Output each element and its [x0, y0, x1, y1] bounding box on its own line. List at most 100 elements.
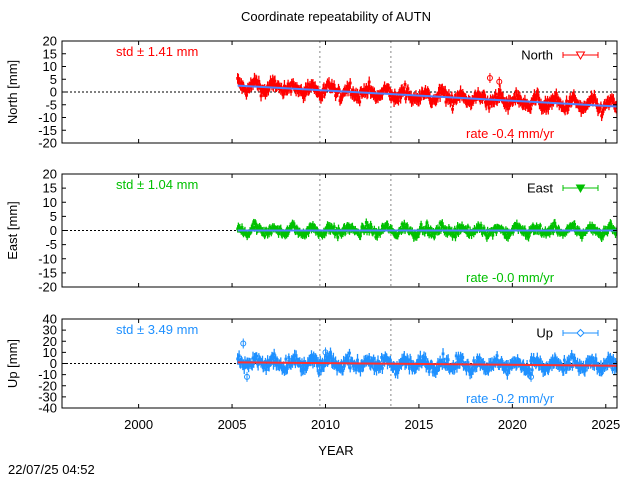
east-data-point — [453, 227, 457, 231]
up-data-point — [342, 360, 346, 364]
north-data-point — [611, 98, 615, 102]
up-data-point — [581, 367, 585, 371]
up-data-point — [239, 358, 243, 362]
up-data-point — [540, 367, 544, 370]
north-data-point — [568, 96, 572, 100]
up-y-tick-label: 10 — [43, 345, 57, 360]
east-data-point — [531, 223, 535, 227]
north-data-point — [432, 97, 435, 100]
up-data-point — [514, 359, 517, 363]
north-data-point — [589, 98, 593, 102]
east-data-point — [436, 227, 440, 231]
up-data-point — [408, 367, 411, 370]
east-data-point — [556, 230, 560, 234]
east-data-point — [429, 234, 433, 237]
north-data-point — [394, 98, 398, 102]
up-data-point — [364, 360, 368, 364]
north-data-point — [615, 110, 617, 114]
east-data-point — [340, 233, 343, 237]
east-data-point — [554, 227, 558, 231]
east-data-point — [254, 222, 258, 226]
east-data-point — [290, 225, 294, 228]
east-data-point — [575, 231, 579, 235]
east-data-point — [380, 224, 384, 228]
north-data-point — [333, 87, 337, 91]
north-data-point — [459, 93, 463, 97]
north-data-point — [253, 77, 256, 81]
north-data-point — [600, 112, 604, 116]
north-data-point — [329, 86, 333, 90]
up-data-point — [267, 363, 271, 367]
up-data-point — [592, 360, 596, 364]
up-data-point — [609, 355, 612, 359]
east-data-point — [538, 224, 542, 228]
up-y-tick-label: 40 — [43, 312, 57, 327]
east-data-point — [431, 231, 435, 235]
east-data-point — [470, 231, 474, 234]
north-data-point — [278, 85, 282, 89]
east-data-point — [293, 225, 297, 229]
up-data-point — [503, 365, 507, 369]
north-data-point — [557, 103, 561, 106]
north-y-tick-label: 20 — [43, 34, 57, 49]
north-data-point — [561, 104, 565, 108]
north-data-point — [268, 83, 272, 87]
east-data-point — [526, 232, 530, 236]
north-data-point — [593, 97, 597, 100]
north-data-point — [592, 98, 596, 102]
east-data-point — [372, 227, 376, 231]
north-data-point — [340, 97, 343, 101]
east-data-point — [279, 227, 283, 231]
up-data-point — [332, 357, 335, 361]
north-data-point — [358, 100, 362, 104]
north-data-point — [479, 94, 483, 98]
up-data-point — [434, 371, 438, 375]
up-data-point — [287, 356, 291, 359]
north-data-point — [566, 108, 570, 112]
north-data-point — [484, 102, 488, 106]
up-data-point — [481, 361, 485, 365]
east-data-point — [250, 224, 254, 228]
north-data-point — [527, 104, 530, 108]
up-data-point — [288, 364, 292, 367]
east-y-tick-label: -15 — [38, 265, 57, 280]
east-data-point — [301, 234, 305, 237]
north-data-point — [412, 95, 416, 99]
north-data-point — [423, 91, 427, 95]
east-data-point — [520, 231, 524, 235]
north-data-point — [291, 80, 295, 84]
up-data-point — [478, 356, 481, 360]
east-data-point — [614, 230, 617, 234]
north-data-point — [319, 96, 323, 100]
up-data-point — [286, 362, 290, 366]
east-data-point — [312, 226, 316, 230]
north-data-point — [398, 90, 402, 94]
up-data-point — [358, 366, 362, 370]
east-data-point — [300, 232, 304, 236]
north-data-point — [583, 105, 587, 109]
north-data-point — [437, 91, 441, 95]
north-data-point — [348, 81, 352, 85]
north-data-point — [508, 104, 511, 108]
east-data-point — [600, 235, 604, 239]
north-y-tick-label: -5 — [45, 97, 57, 112]
up-data-point — [590, 358, 593, 362]
north-data-point — [529, 107, 533, 111]
up-data-point — [271, 354, 275, 358]
north-data-point — [416, 95, 419, 99]
east-data-point — [307, 231, 310, 234]
north-data-point — [269, 81, 273, 85]
up-data-point — [318, 363, 321, 367]
north-data-point — [415, 98, 419, 101]
east-data-point — [321, 232, 325, 236]
north-data-point — [327, 81, 331, 85]
up-data-point — [558, 361, 562, 365]
up-data-point — [326, 357, 330, 361]
north-data-point — [281, 93, 285, 97]
up-y-tick-label: -30 — [38, 389, 57, 404]
north-data-point — [373, 94, 377, 98]
up-data-point — [361, 364, 365, 368]
up-data-point — [602, 362, 606, 365]
up-data-point — [508, 366, 511, 370]
